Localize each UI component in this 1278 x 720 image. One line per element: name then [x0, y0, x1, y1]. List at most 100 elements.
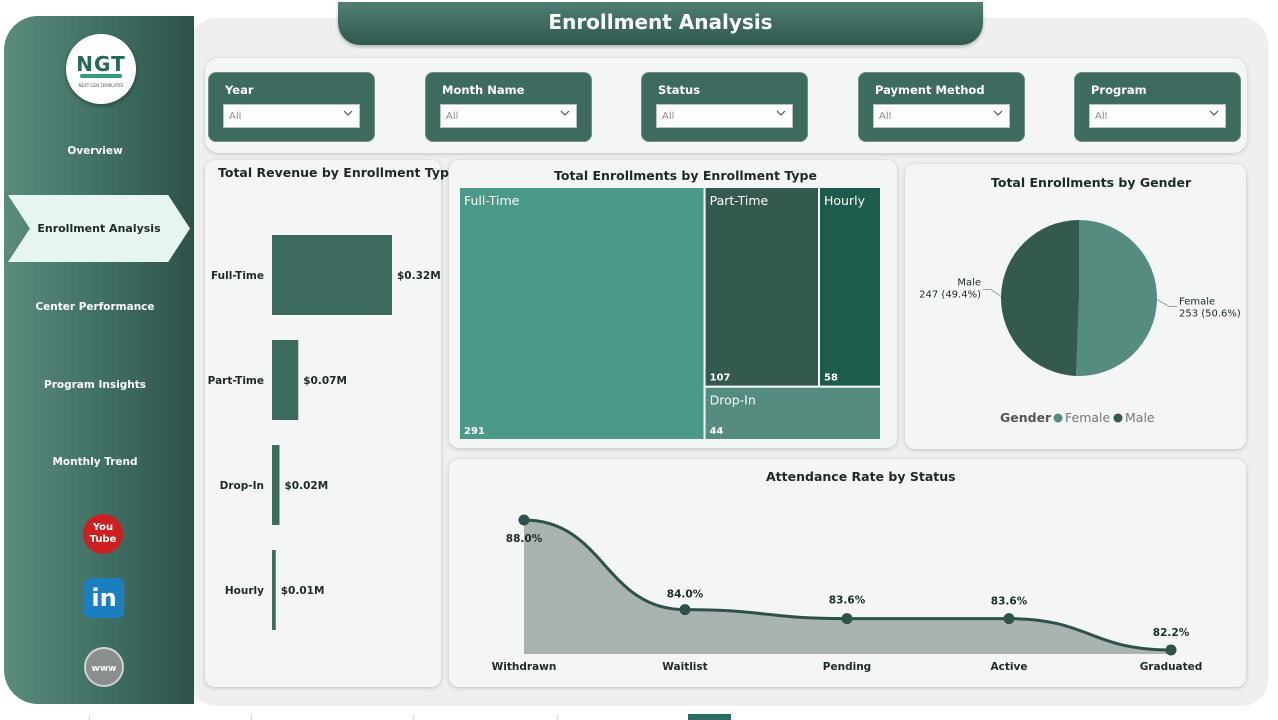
attendance-value-label: 84.0%	[667, 589, 704, 601]
revenue-value-label: $0.01M	[281, 585, 325, 597]
attendance-point[interactable]	[679, 604, 691, 616]
filter-year-dropdown[interactable]: All	[223, 104, 360, 128]
revenue-bar[interactable]	[272, 235, 392, 315]
attendance-point[interactable]	[1165, 644, 1177, 656]
gender-card: Total Enrollments by Gender Female 253 (5…	[905, 164, 1246, 449]
attendance-chart-title: Attendance Rate by Status	[766, 469, 956, 484]
revenue-bar[interactable]	[272, 550, 276, 630]
attendance-point[interactable]	[841, 613, 853, 625]
pie-slice[interactable]	[1000, 220, 1079, 376]
attendance-point[interactable]	[1003, 613, 1015, 625]
chevron-down-icon	[776, 110, 786, 116]
active-page-tab[interactable]	[688, 714, 731, 720]
filter-program-value: All	[1095, 111, 1108, 122]
logo: NGT NEXT GEN TEMPLATES	[66, 34, 136, 104]
filter-month-name-value: All	[446, 111, 459, 122]
pie-slice[interactable]	[1076, 220, 1157, 376]
filter-program-label: Program	[1091, 83, 1147, 97]
nav-item-enrollment-analysis[interactable]: Enrollment Analysis	[37, 222, 161, 235]
revenue-category-label: Full-Time	[211, 270, 264, 282]
treemap-tile[interactable]	[703, 385, 882, 442]
attendance-value-label: 83.6%	[829, 595, 866, 607]
nav-item-overview[interactable]: Overview	[67, 145, 123, 157]
revenue-value-label: $0.32M	[397, 270, 441, 282]
treemap-value-label: 291	[464, 426, 485, 437]
chevron-down-icon	[993, 110, 1003, 116]
filter-year-value: All	[229, 111, 242, 122]
legend-marker-male	[1113, 413, 1123, 423]
enrollment-treemap: Full-Time 291 Part-Time 107 Hourly 58 Drop-In 4…	[458, 186, 883, 442]
revenue-category-label: Hourly	[225, 585, 264, 597]
filter-payment-method-dropdown[interactable]: All	[873, 104, 1010, 128]
filter-month-name: Month Name All	[425, 72, 592, 142]
globe-icon[interactable]: www	[84, 647, 124, 687]
tab-separator	[251, 715, 252, 720]
attendance-area-chart: 88.0% Withdrawn 84.0% Waitlist 83.6% Pending 8…	[492, 514, 1203, 673]
nav-item-center-performance[interactable]: Center Performance	[35, 301, 155, 313]
chevron-down-icon	[343, 110, 353, 116]
filter-program: Program All	[1074, 72, 1241, 142]
treemap-tile[interactable]	[703, 186, 820, 388]
filter-month-name-dropdown[interactable]: All	[440, 104, 577, 128]
attendance-point[interactable]	[518, 514, 530, 526]
attendance-category-label: Pending	[823, 661, 871, 673]
filter-year: Year All	[208, 72, 375, 142]
tab-separator	[413, 715, 414, 720]
pie-leader-line	[1156, 299, 1177, 307]
treemap-value-label: 58	[824, 373, 838, 384]
legend-marker-female	[1053, 413, 1063, 423]
treemap-chart-title: Total Enrollments by Enrollment Type	[554, 168, 817, 183]
filter-status-dropdown[interactable]: All	[656, 104, 793, 128]
logo-subtitle: NEXT GEN TEMPLATES	[78, 83, 124, 88]
attendance-category-label: Waitlist	[662, 661, 707, 673]
treemap-tile[interactable]	[817, 186, 883, 388]
treemap-category-label: Part-Time	[710, 193, 769, 208]
filter-payment-method-value: All	[879, 111, 892, 122]
linkedin-icon[interactable]: in	[84, 578, 124, 618]
attendance-line	[523, 518, 1172, 652]
treemap-tile[interactable]	[458, 186, 706, 441]
treemap-value-label: 107	[710, 373, 731, 384]
revenue-bar[interactable]	[272, 445, 280, 525]
filter-year-label: Year	[225, 83, 254, 97]
filter-payment-method-label: Payment Method	[875, 83, 985, 97]
pie-label-male: Male	[957, 278, 981, 289]
nav-item-program-insights[interactable]: Program Insights	[44, 379, 146, 391]
revenue-bar[interactable]	[272, 340, 299, 420]
attendance-value-label: 82.2%	[1153, 627, 1190, 639]
treemap-category-label: Drop-In	[710, 393, 756, 408]
page-tab-strip	[0, 714, 1278, 720]
filter-status: Status All	[641, 72, 808, 142]
youtube-label: You Tube	[89, 522, 117, 545]
attendance-value-label: 88.0%	[506, 533, 543, 545]
page-title-bar: Enrollment Analysis	[338, 2, 983, 45]
pie-value-female: 253 (50.6%)	[1179, 308, 1241, 319]
chevron-down-icon	[560, 110, 570, 116]
nav-item-monthly-trend[interactable]: Monthly Trend	[52, 456, 138, 468]
pie-value-male: 247 (49.4%)	[919, 290, 981, 301]
filter-status-label: Status	[658, 83, 701, 97]
attendance-category-label: Withdrawn	[492, 661, 557, 673]
sidebar: NGT NEXT GEN TEMPLATES	[4, 16, 194, 704]
filter-program-dropdown[interactable]: All	[1089, 104, 1226, 128]
web-label: www	[91, 664, 117, 674]
filter-status-value: All	[662, 111, 675, 122]
pie-legend-male[interactable]: Male	[1125, 410, 1155, 425]
revenue-category-label: Drop-In	[220, 480, 264, 492]
revenue-value-label: $0.02M	[285, 480, 329, 492]
youtube-icon[interactable]: You Tube	[83, 514, 123, 554]
revenue-bar-chart: Full-Time $0.32M Part-Time $0.07M Drop-In $0.…	[208, 235, 441, 630]
logo-mark: NGT	[76, 52, 126, 76]
revenue-card: Total Revenue by Enrollment Type Full-Ti…	[205, 160, 457, 687]
revenue-category-label: Part-Time	[208, 375, 264, 387]
gender-chart-title: Total Enrollments by Gender	[991, 175, 1192, 190]
attendance-category-label: Graduated	[1140, 661, 1203, 673]
pie-leader-line	[983, 289, 1002, 297]
chevron-down-icon	[1209, 110, 1219, 116]
pie-legend-female[interactable]: Female	[1065, 410, 1111, 425]
treemap-value-label: 44	[710, 426, 724, 437]
tab-separator	[89, 715, 90, 720]
linkedin-label: in	[91, 584, 117, 612]
